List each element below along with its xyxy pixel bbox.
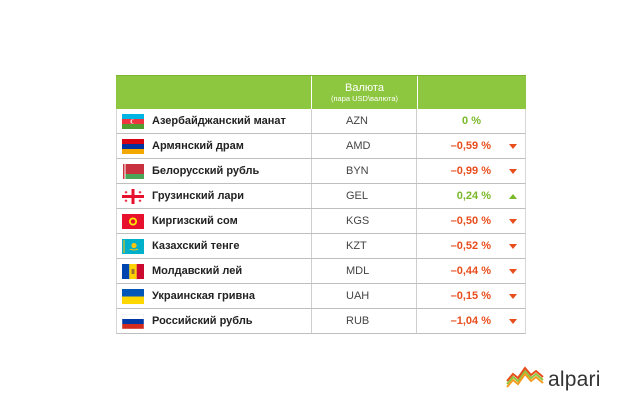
arrow-down-icon: [509, 218, 517, 224]
change-cell: –0,44 %: [417, 259, 525, 283]
change-value: –0,52 %: [450, 240, 491, 252]
change-value: 0 %: [462, 115, 481, 127]
change-cell: 0,24 %: [417, 184, 525, 208]
currency-code: RUB: [346, 315, 370, 327]
currency-name: Киргизский сом: [152, 215, 238, 227]
currency-code-cell: UAH: [312, 284, 417, 308]
change-cell: –0,99 %: [417, 159, 525, 183]
table-body: Азербайджанский манат AZN 0 % Армянский дра…: [116, 109, 526, 334]
alpari-logo-icon: [506, 366, 544, 393]
change-cell: –0,50 %: [417, 209, 525, 233]
header-currency-cell: Валюта (пара USD\валюта): [312, 76, 418, 109]
table-row: Казахский тенге KZT –0,52 %: [116, 234, 526, 259]
country-cell: Киргизский сом: [117, 209, 312, 233]
kazakhstan-flag-icon: [122, 238, 144, 254]
currency-code-cell: AZN: [312, 109, 417, 133]
currency-name: Казахский тенге: [152, 240, 240, 252]
currency-name: Молдавский лей: [152, 265, 243, 277]
currency-name: Азербайджанский манат: [152, 115, 286, 127]
change-value: –1,04 %: [450, 315, 491, 327]
currency-code: UAH: [346, 290, 370, 302]
country-cell: Украинская гривна: [117, 284, 312, 308]
change-value: 0,24 %: [456, 190, 491, 202]
currency-code-cell: KZT: [312, 234, 417, 258]
country-cell: Белорусский рубль: [117, 159, 312, 183]
currency-code-cell: KGS: [312, 209, 417, 233]
table-row: Армянский драм AMD –0,59 %: [116, 134, 526, 159]
change-value: –0,44 %: [450, 265, 491, 277]
header-country-cell: [116, 76, 312, 109]
change-cell: –0,52 %: [417, 234, 525, 258]
armenia-flag-icon: [122, 138, 144, 154]
arrow-down-icon: [509, 243, 517, 249]
table-row: Киргизский сом KGS –0,50 %: [116, 209, 526, 234]
change-cell: –0,15 %: [417, 284, 525, 308]
currency-code: MDL: [346, 265, 370, 277]
country-cell: Армянский драм: [117, 134, 312, 158]
georgia-flag-icon: [122, 188, 144, 204]
change-value: –0,50 %: [450, 215, 491, 227]
currency-name: Украинская гривна: [152, 290, 255, 302]
table-row: Азербайджанский манат AZN 0 %: [116, 109, 526, 134]
table-row: Белорусский рубль BYN –0,99 %: [116, 159, 526, 184]
russia-flag-icon: [122, 313, 144, 329]
arrow-down-icon: [509, 143, 517, 149]
ukraine-flag-icon: [122, 288, 144, 304]
header-currency-subtitle: (пара USD\валюта): [330, 94, 398, 103]
currency-name: Белорусский рубль: [152, 165, 260, 177]
currency-code: KGS: [346, 215, 370, 227]
change-value: –0,99 %: [450, 165, 491, 177]
country-cell: Грузинский лари: [117, 184, 312, 208]
table-row: Молдавский лей MDL –0,44 %: [116, 259, 526, 284]
currency-code: AZN: [346, 115, 368, 127]
country-cell: Российский рубль: [117, 309, 312, 333]
table-row: Грузинский лари GEL 0,24 %: [116, 184, 526, 209]
kyrgyzstan-flag-icon: [122, 213, 144, 229]
belarus-flag-icon: [122, 163, 144, 179]
country-cell: Казахский тенге: [117, 234, 312, 258]
table-header: Валюта (пара USD\валюта): [116, 75, 526, 109]
table-row: Украинская гривна UAH –0,15 %: [116, 284, 526, 309]
country-cell: Молдавский лей: [117, 259, 312, 283]
change-value: –0,15 %: [450, 290, 491, 302]
currency-code-cell: AMD: [312, 134, 417, 158]
alpari-logo-text: alpari: [548, 367, 601, 391]
alpari-logo: alpari: [506, 366, 601, 393]
currency-code: AMD: [346, 140, 371, 152]
currency-code-cell: RUB: [312, 309, 417, 333]
arrow-down-icon: [509, 168, 517, 174]
currency-code-cell: GEL: [312, 184, 417, 208]
change-cell: 0 %: [417, 109, 525, 133]
change-value: –0,59 %: [450, 140, 491, 152]
currency-name: Армянский драм: [152, 140, 244, 152]
currency-code: GEL: [346, 190, 369, 202]
currency-table: Валюта (пара USD\валюта) Азербайджанский…: [116, 75, 526, 334]
arrow-down-icon: [509, 268, 517, 274]
moldova-flag-icon: [122, 263, 144, 279]
currency-code: BYN: [346, 165, 369, 177]
change-cell: –1,04 %: [417, 309, 525, 333]
currency-name: Российский рубль: [152, 315, 253, 327]
arrow-up-icon: [509, 193, 517, 199]
table-row: Российский рубль RUB –1,04 %: [116, 309, 526, 334]
arrow-down-icon: [509, 293, 517, 299]
change-cell: –0,59 %: [417, 134, 525, 158]
azerbaijan-flag-icon: [122, 113, 144, 129]
header-currency-title: Валюта: [345, 82, 384, 94]
currency-code-cell: BYN: [312, 159, 417, 183]
currency-code: KZT: [346, 240, 367, 252]
currency-code-cell: MDL: [312, 259, 417, 283]
header-change-cell: [418, 76, 526, 109]
country-cell: Азербайджанский манат: [117, 109, 312, 133]
arrow-down-icon: [509, 318, 517, 324]
currency-name: Грузинский лари: [152, 190, 245, 202]
